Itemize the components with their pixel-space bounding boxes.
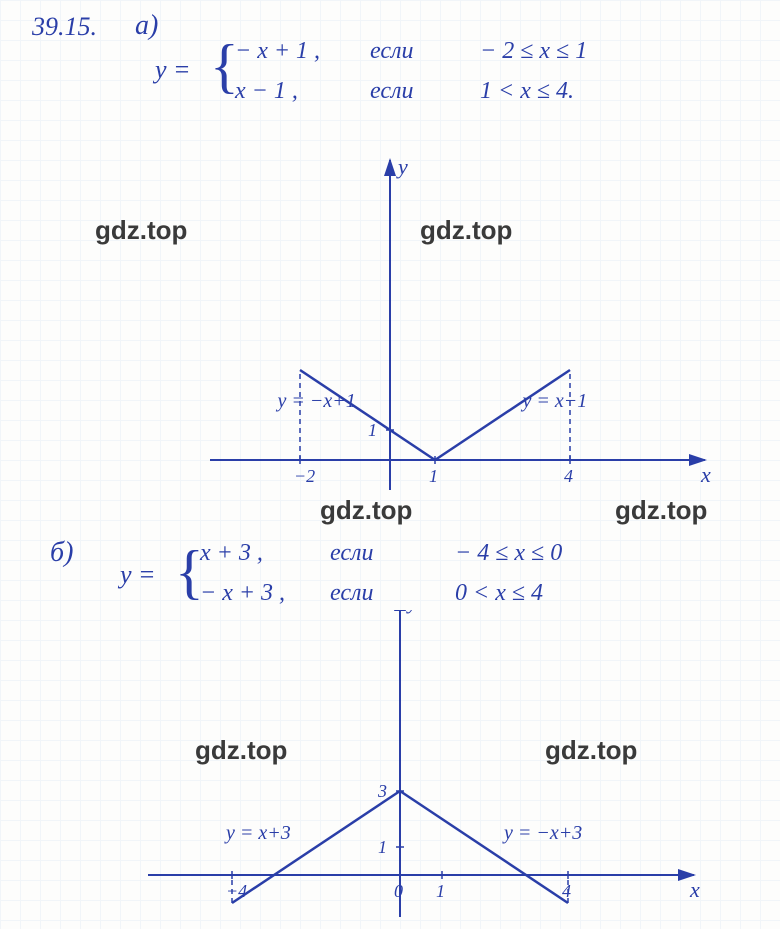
part-a-line2-cond: 1 < x ≤ 4. — [480, 78, 574, 105]
part-a-letter: а) — [135, 10, 158, 42]
part-b-yeq: y = — [120, 560, 156, 590]
watermark-1: gdz.top — [95, 215, 187, 246]
svg-text:y: y — [406, 610, 418, 614]
part-b-line2-expr: − x + 3 , — [200, 580, 285, 607]
chart-a: y x 1 4 −2 1 y = −x+1 y = x−1 — [50, 140, 750, 510]
svg-text:4: 4 — [564, 466, 573, 486]
part-a-yeq: y = — [155, 55, 191, 85]
svg-text:−2: −2 — [294, 466, 315, 486]
svg-text:1: 1 — [429, 466, 438, 486]
svg-text:y = −x+1: y = −x+1 — [276, 390, 356, 412]
svg-text:x: x — [689, 877, 700, 902]
svg-text:1: 1 — [436, 881, 445, 901]
watermark-4: gdz.top — [615, 495, 707, 526]
problem-number: 39.15. — [32, 12, 97, 42]
svg-text:1: 1 — [368, 420, 377, 440]
part-b-line2-word: если — [330, 580, 373, 607]
svg-text:1: 1 — [378, 837, 387, 857]
part-a-line1-cond: − 2 ≤ x ≤ 1 — [480, 38, 587, 65]
part-a-line2-expr: x − 1 , — [235, 78, 298, 105]
watermark-3: gdz.top — [320, 495, 412, 526]
svg-text:0: 0 — [394, 881, 403, 901]
watermark-6: gdz.top — [545, 735, 637, 766]
part-b-line1-word: если — [330, 540, 373, 567]
watermark-5: gdz.top — [195, 735, 287, 766]
svg-text:y = x+3: y = x+3 — [224, 822, 291, 844]
part-b-line1-expr: x + 3 , — [200, 540, 263, 567]
svg-text:y: y — [396, 154, 408, 179]
watermark-2: gdz.top — [420, 215, 512, 246]
part-b-line1-cond: − 4 ≤ x ≤ 0 — [455, 540, 562, 567]
part-a-line1-expr: − x + 1 , — [235, 38, 320, 65]
part-b-line2-cond: 0 < x ≤ 4 — [455, 580, 543, 607]
svg-text:−4: −4 — [226, 881, 247, 901]
svg-text:3: 3 — [377, 781, 387, 801]
part-b-letter: б) — [50, 537, 73, 569]
svg-text:y = −x+3: y = −x+3 — [502, 822, 582, 844]
svg-text:x: x — [700, 462, 711, 487]
chart-b: y x 0 1 4 −4 1 3 y = x+3 y = −x+3 — [50, 610, 750, 920]
svg-text:4: 4 — [562, 881, 571, 901]
part-a-line1-word: если — [370, 38, 413, 65]
svg-text:y = x−1: y = x−1 — [521, 390, 588, 412]
part-a-line2-word: если — [370, 78, 413, 105]
